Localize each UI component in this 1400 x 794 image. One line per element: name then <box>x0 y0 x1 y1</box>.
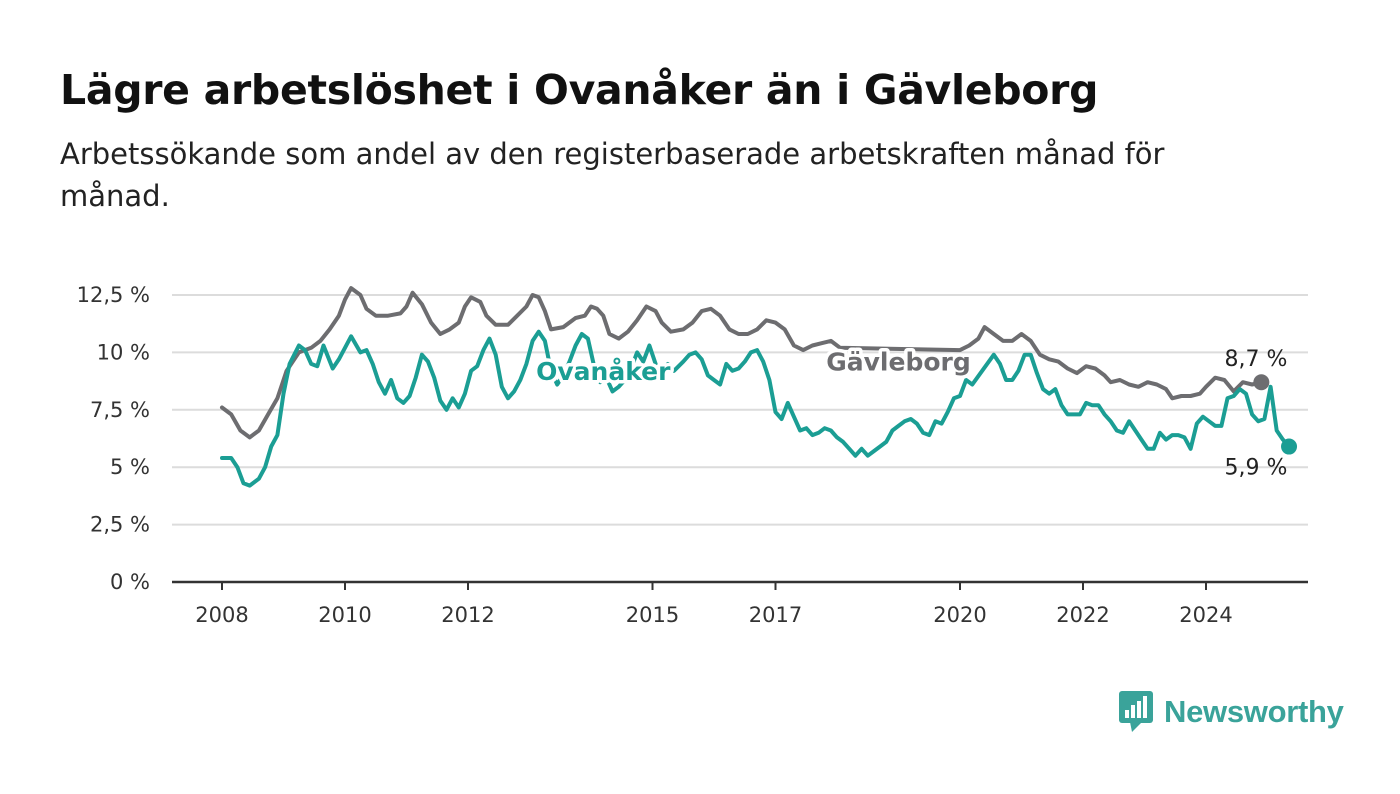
x-tick-label: 2015 <box>626 603 679 627</box>
series-name-label: Gävleborg <box>826 348 971 377</box>
series-end-marker-1 <box>1281 438 1298 455</box>
x-tick-label: 2010 <box>318 603 371 627</box>
x-tick-label: 2017 <box>749 603 802 627</box>
y-tick-label: 10 % <box>97 340 150 364</box>
chart-subtitle: Arbetssökande som andel av den registerb… <box>60 137 1165 213</box>
x-tick-label: 2012 <box>441 603 494 627</box>
y-tick-label: 0 % <box>110 570 150 594</box>
x-tick-label: 2020 <box>933 603 986 627</box>
x-tick-label: 2008 <box>195 603 248 627</box>
chart-title: Lägre arbetslöshet i Ovanåker än i Gävle… <box>60 66 1099 114</box>
series-end-label-0: 8,7 % <box>1225 347 1288 372</box>
x-tick-label: 2024 <box>1179 603 1232 627</box>
series-line-0 <box>220 286 1264 440</box>
x-tick-label: 2022 <box>1056 603 1109 627</box>
series-end-label-1: 5,9 % <box>1225 456 1288 481</box>
series-name-label: Ovanåker <box>536 357 671 386</box>
series-end-marker-0 <box>1253 374 1270 391</box>
newsworthy-logo-icon <box>1119 691 1153 732</box>
series-line-1 <box>220 329 1291 488</box>
y-tick-label: 5 % <box>110 455 150 479</box>
y-tick-label: 2,5 % <box>90 513 150 537</box>
brand-logo[interactable]: Newsworthy <box>1118 690 1344 734</box>
brand-name: Newsworthy <box>1164 694 1344 729</box>
y-tick-label: 7,5 % <box>90 398 150 422</box>
y-tick-label: 12,5 % <box>77 283 150 307</box>
